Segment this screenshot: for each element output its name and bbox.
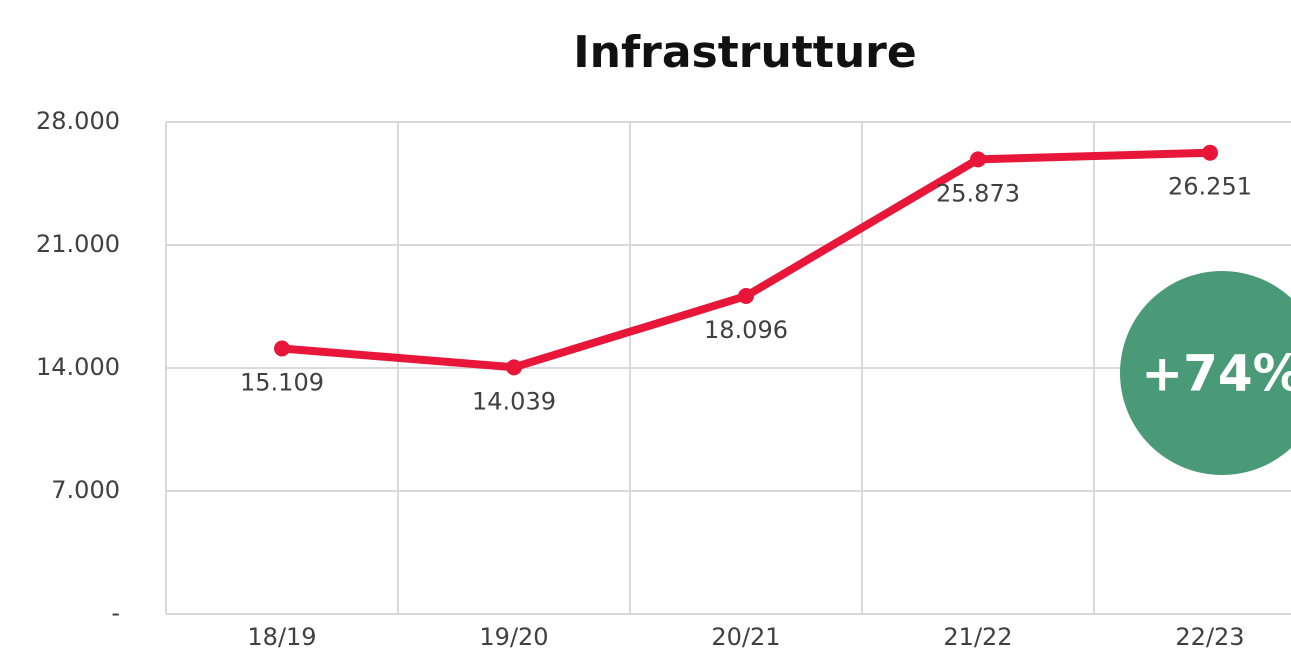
y-tick-label: - [111, 599, 120, 627]
point [506, 359, 522, 376]
x-tick-label: 19/20 [479, 623, 548, 651]
x-tick-label: 18/19 [247, 623, 316, 651]
x-tick-label: 20/21 [711, 623, 780, 651]
y-tick-label: 7.000 [51, 476, 120, 504]
chart-title: Infrastrutture [573, 27, 916, 78]
data-label: 25.873 [936, 179, 1020, 207]
data-label: 18.096 [704, 316, 788, 344]
point [970, 151, 986, 168]
y-tick-label: 14.000 [36, 353, 120, 381]
annotation-badge [1120, 271, 1291, 475]
data-label: 15.109 [240, 369, 324, 397]
data-label: 14.039 [472, 387, 556, 415]
point [1202, 144, 1218, 161]
y-tick-label: 21.000 [36, 230, 120, 258]
x-tick-label: 22/23 [1175, 623, 1244, 651]
annotation: +74% [1141, 345, 1291, 403]
point [738, 288, 754, 305]
y-tick-label: 28.000 [36, 107, 120, 135]
x-tick-label: 21/22 [943, 623, 1012, 651]
data-label: 26.251 [1168, 173, 1252, 201]
point [274, 340, 290, 357]
